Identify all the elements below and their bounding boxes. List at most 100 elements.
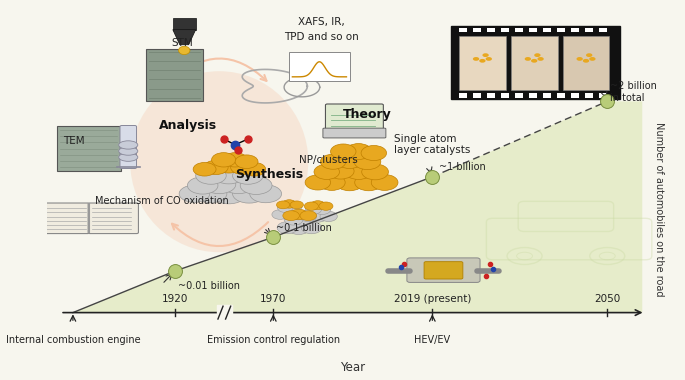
FancyBboxPatch shape	[39, 203, 90, 234]
Ellipse shape	[314, 204, 331, 214]
Ellipse shape	[290, 209, 308, 220]
Ellipse shape	[291, 210, 308, 219]
Ellipse shape	[534, 53, 540, 57]
FancyBboxPatch shape	[487, 93, 495, 98]
FancyBboxPatch shape	[557, 93, 564, 98]
Ellipse shape	[361, 146, 386, 161]
Ellipse shape	[212, 153, 236, 167]
Text: layer catalysts: layer catalysts	[394, 146, 471, 155]
Ellipse shape	[304, 202, 319, 210]
Ellipse shape	[223, 153, 247, 167]
Text: Emission control regulation: Emission control regulation	[207, 335, 340, 345]
Ellipse shape	[211, 184, 247, 204]
Ellipse shape	[319, 174, 345, 190]
Ellipse shape	[538, 57, 544, 61]
Ellipse shape	[193, 163, 216, 176]
Ellipse shape	[331, 144, 356, 159]
FancyBboxPatch shape	[585, 28, 593, 32]
Ellipse shape	[362, 164, 388, 180]
Ellipse shape	[283, 211, 299, 220]
FancyBboxPatch shape	[120, 125, 136, 168]
Ellipse shape	[119, 153, 138, 162]
Ellipse shape	[305, 175, 331, 190]
Text: Single atom: Single atom	[394, 134, 457, 144]
Ellipse shape	[299, 211, 316, 222]
Ellipse shape	[242, 163, 266, 176]
Text: Analysis: Analysis	[159, 119, 217, 132]
Text: TEM: TEM	[64, 136, 85, 146]
Ellipse shape	[577, 57, 583, 61]
Ellipse shape	[320, 211, 337, 222]
Text: ~0.01 billion: ~0.01 billion	[178, 281, 240, 291]
Text: HEV/EV: HEV/EV	[414, 335, 451, 345]
Ellipse shape	[336, 174, 364, 191]
Ellipse shape	[277, 203, 292, 212]
Ellipse shape	[272, 210, 288, 219]
FancyBboxPatch shape	[529, 28, 536, 32]
Text: Theory: Theory	[343, 108, 392, 121]
Polygon shape	[73, 101, 643, 313]
FancyBboxPatch shape	[459, 93, 466, 98]
FancyBboxPatch shape	[571, 28, 579, 32]
Ellipse shape	[250, 185, 282, 203]
FancyBboxPatch shape	[459, 28, 466, 32]
Ellipse shape	[195, 185, 227, 203]
Ellipse shape	[486, 57, 492, 61]
Ellipse shape	[213, 166, 245, 184]
Ellipse shape	[589, 57, 595, 61]
Text: NP/clusters: NP/clusters	[299, 155, 358, 165]
Ellipse shape	[130, 71, 308, 252]
Text: ~1 billion: ~1 billion	[438, 162, 486, 173]
Ellipse shape	[284, 214, 303, 225]
FancyBboxPatch shape	[511, 36, 558, 90]
Text: Internal combustion engine: Internal combustion engine	[5, 335, 140, 345]
Ellipse shape	[235, 155, 258, 168]
Text: XAFS, IR,: XAFS, IR,	[298, 17, 345, 27]
FancyBboxPatch shape	[57, 126, 121, 171]
Ellipse shape	[290, 201, 303, 209]
Text: Synthesis: Synthesis	[235, 168, 303, 181]
Ellipse shape	[179, 185, 210, 203]
Ellipse shape	[310, 201, 325, 210]
Text: ~2 billion
in total: ~2 billion in total	[610, 81, 658, 103]
FancyBboxPatch shape	[146, 49, 203, 101]
Polygon shape	[173, 30, 196, 45]
FancyBboxPatch shape	[501, 28, 509, 32]
Polygon shape	[173, 18, 196, 30]
Text: Mechanism of CO oxidation: Mechanism of CO oxidation	[95, 196, 229, 206]
Text: ~0.1 billion: ~0.1 billion	[277, 223, 332, 233]
Ellipse shape	[119, 141, 138, 149]
Ellipse shape	[482, 53, 489, 57]
Ellipse shape	[479, 59, 486, 63]
FancyBboxPatch shape	[515, 28, 523, 32]
FancyBboxPatch shape	[599, 93, 607, 98]
Ellipse shape	[314, 164, 340, 179]
FancyBboxPatch shape	[557, 28, 564, 32]
FancyBboxPatch shape	[407, 258, 480, 282]
Ellipse shape	[300, 211, 316, 220]
Text: 1920: 1920	[162, 294, 188, 304]
FancyBboxPatch shape	[473, 93, 481, 98]
Ellipse shape	[285, 203, 301, 213]
Text: 1970: 1970	[260, 294, 286, 304]
Text: 2019 (present): 2019 (present)	[394, 294, 471, 304]
Ellipse shape	[327, 163, 354, 179]
Ellipse shape	[179, 46, 190, 55]
Ellipse shape	[531, 59, 538, 63]
Ellipse shape	[203, 175, 236, 194]
Ellipse shape	[371, 174, 398, 190]
FancyBboxPatch shape	[571, 93, 579, 98]
Ellipse shape	[301, 222, 322, 234]
FancyBboxPatch shape	[451, 26, 620, 100]
Ellipse shape	[216, 158, 242, 173]
FancyBboxPatch shape	[501, 93, 509, 98]
Ellipse shape	[321, 154, 346, 169]
Ellipse shape	[525, 57, 531, 61]
Ellipse shape	[287, 221, 310, 234]
FancyBboxPatch shape	[325, 104, 384, 131]
FancyBboxPatch shape	[88, 203, 138, 234]
Ellipse shape	[119, 147, 138, 155]
FancyBboxPatch shape	[515, 93, 523, 98]
Ellipse shape	[240, 177, 272, 195]
Ellipse shape	[586, 53, 593, 57]
